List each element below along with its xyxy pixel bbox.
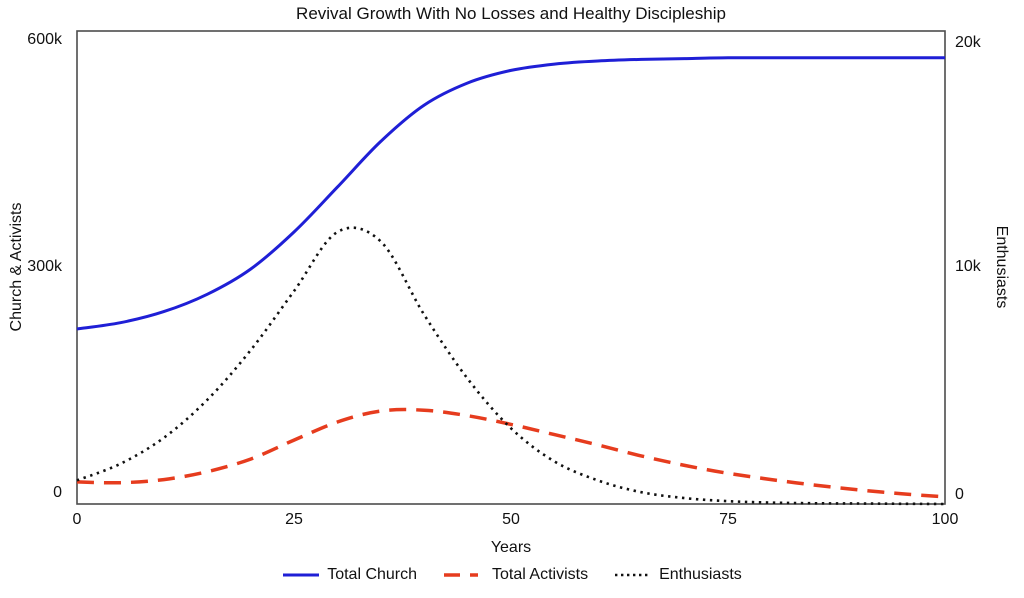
total-church-line — [76, 56, 945, 331]
y-axis-right-title: Enthusiasts — [993, 225, 1010, 309]
y-axis-left-title: Church & Activists — [8, 202, 25, 332]
x-tick-75: 75 — [719, 511, 737, 528]
y-left-tick-300k: 300k — [27, 258, 62, 275]
total-church-line-swatch — [283, 573, 320, 577]
total-activists-line-swatch — [444, 573, 485, 577]
enthusiasts-line-swatch — [615, 573, 652, 577]
legend-label-total-church: Total Church — [327, 566, 418, 583]
enthusiasts-line — [76, 226, 946, 506]
x-tick-50: 50 — [502, 511, 520, 528]
legend-label-enthusiasts: Enthusiasts — [659, 566, 742, 583]
legend-label-total-activists: Total Activists — [492, 566, 589, 583]
total-activists-line — [76, 407, 946, 499]
x-tick-25: 25 — [285, 511, 303, 528]
legend-item-enthusiasts: Enthusiasts — [614, 566, 742, 584]
y-left-tick-600k: 600k — [27, 31, 62, 48]
y-right-tick-20k: 20k — [955, 34, 981, 51]
chart-title: Revival Growth With No Losses and Health… — [296, 4, 726, 23]
x-axis-title: Years — [490, 539, 532, 556]
y-right-tick-0: 0 — [955, 486, 964, 503]
y-left-tick-0: 0 — [53, 484, 62, 501]
legend: Total Church Total Activists Enthusiasts — [0, 566, 1024, 584]
legend-item-total-activists: Total Activists — [443, 566, 588, 584]
y-right-tick-10k: 10k — [955, 258, 981, 275]
x-tick-0: 0 — [72, 511, 82, 528]
legend-item-total-church: Total Church — [282, 566, 417, 584]
x-tick-100: 100 — [931, 511, 959, 528]
curves-group — [76, 56, 946, 506]
plot-border — [76, 30, 946, 505]
